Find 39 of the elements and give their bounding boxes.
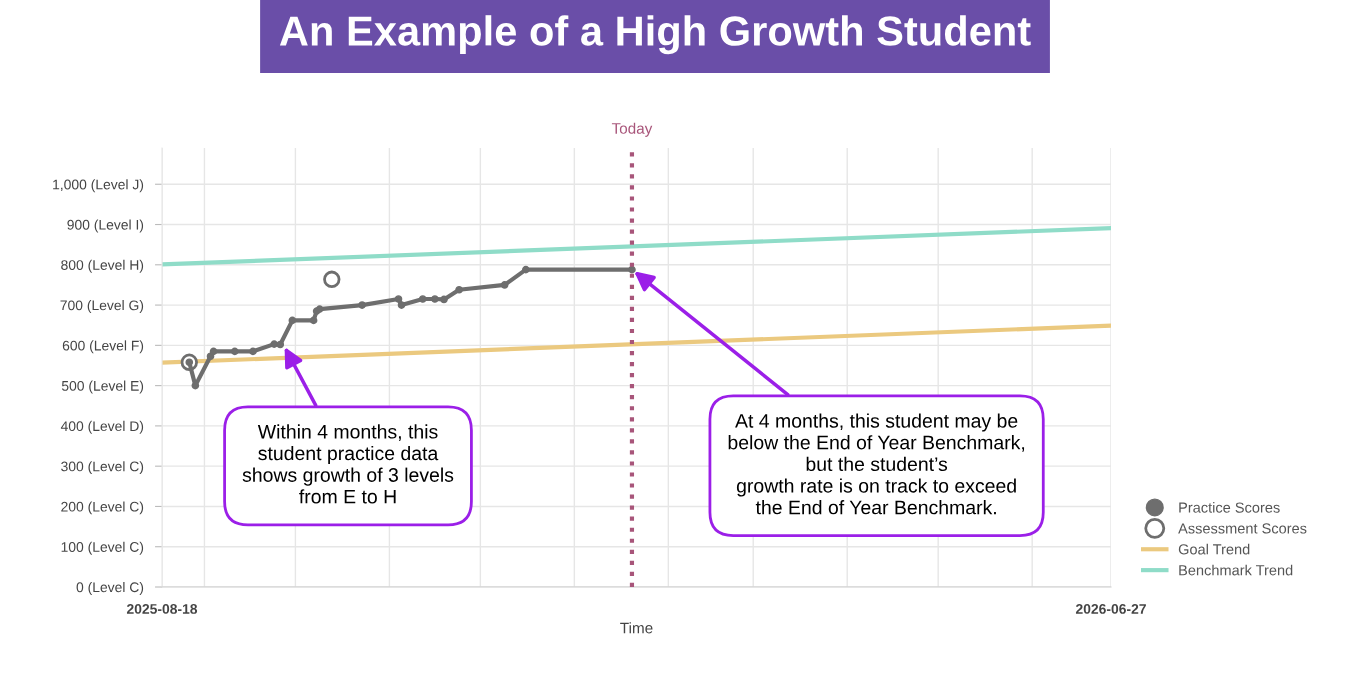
- annotation: At 4 months, this student may be below the End of Year Benchmark, but the student’s growth rate is on track to exceed the End of Year Benchmark.: [728, 413, 1025, 515]
- y-tick-label: 600 (Level F): [62, 340, 144, 354]
- legend-label: Goal Trend: [1178, 543, 1250, 555]
- point: [209, 347, 218, 356]
- x-axis-title: Time: [620, 622, 653, 634]
- y-tick-label: 1,000 (Level J): [53, 179, 144, 193]
- point: [455, 285, 463, 294]
- annotation: Within 4 months, this student practice data shows growth of 3 levels from E to H: [242, 424, 454, 504]
- point: [397, 301, 406, 309]
- point: [276, 340, 285, 349]
- y-tick-label: 100 (Level C): [61, 541, 144, 555]
- point: [394, 295, 403, 303]
- legend-label: Practice Scores: [1179, 502, 1280, 513]
- point: [230, 347, 239, 356]
- y-tick-label: 400 (Level D): [60, 420, 144, 434]
- ref-line-label: Today: [611, 122, 653, 137]
- point: [440, 295, 448, 304]
- y-tick-label: 700 (Level G): [60, 300, 144, 313]
- chart-title: An Example of a High Growth Student: [279, 15, 1031, 55]
- legend-label: Assessment Scores: [1178, 523, 1307, 534]
- point: [431, 295, 439, 303]
- point: [358, 301, 366, 309]
- point: [309, 316, 318, 325]
- point: [249, 347, 257, 356]
- x-tick-label: 2025-08-18: [126, 604, 198, 614]
- y-tick-label: 200 (Level C): [61, 501, 144, 515]
- y-tick-label: 900 (Level I): [67, 219, 144, 233]
- y-tick-label: 500 (Level E): [61, 380, 144, 394]
- point: [288, 316, 297, 325]
- legend-label: Benchmark Trend: [1179, 564, 1293, 576]
- point: [323, 270, 341, 288]
- point: [628, 265, 636, 274]
- y-tick-label: 300 (Level C): [61, 461, 144, 475]
- point: [522, 265, 530, 274]
- x-tick-label: 2026-06-27: [1075, 604, 1146, 614]
- point: [500, 281, 509, 289]
- point: [418, 295, 427, 303]
- y-tick-label: 0 (Level C): [76, 581, 144, 595]
- y-tick-label: 800 (Level H): [61, 259, 144, 273]
